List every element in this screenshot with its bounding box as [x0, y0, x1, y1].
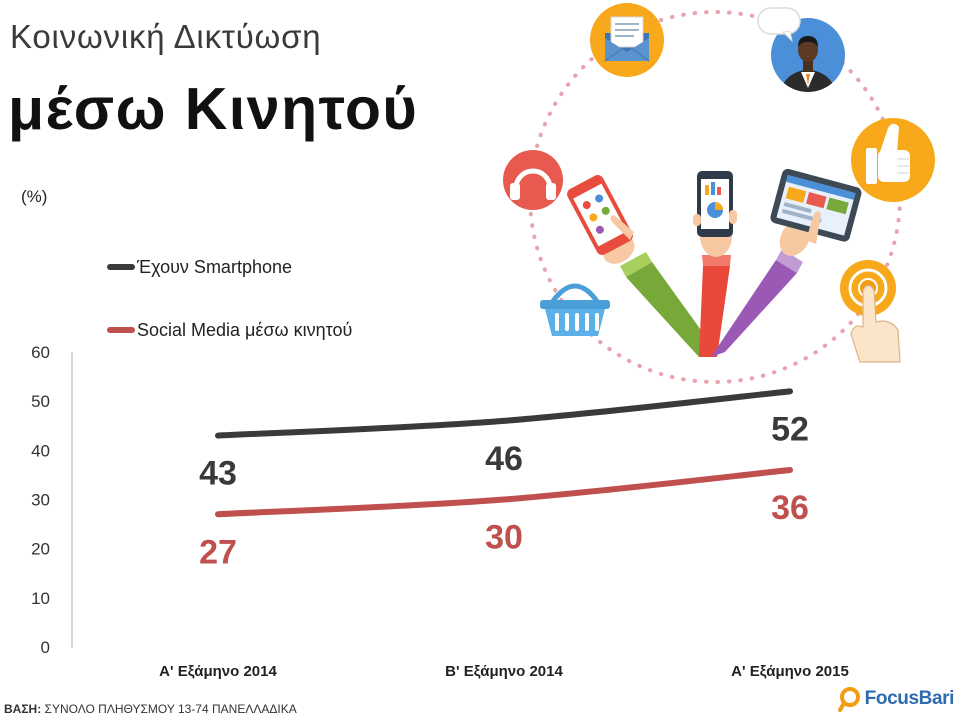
legend-label: Έχουν Smartphone: [137, 256, 292, 277]
speech-bubble-icon: [757, 7, 801, 43]
data-label: 27: [199, 533, 237, 571]
headphones-icon: [503, 150, 563, 210]
legend-swatch: [107, 264, 135, 270]
base-note-text: ΣΥΝΟΛΟ ΠΛΗΘΥΣΜΟΥ 13-74 ΠΑΝΕΛΛΑΔΙΚΑ: [44, 702, 297, 716]
smartphone-icon: [567, 175, 633, 255]
page-title-emphasis: μέσω Κινητού: [8, 76, 419, 142]
data-label: 36: [771, 489, 809, 527]
envelope-icon: [590, 3, 664, 77]
y-tick-label: 40: [31, 441, 50, 460]
base-note-label: ΒΑΣΗ:: [4, 702, 42, 716]
touch-icon: [840, 260, 901, 363]
hand-phone-left: [567, 175, 716, 357]
shopping-basket-icon: [540, 283, 610, 336]
x-category-label: Α' Εξάμηνο 2015: [731, 663, 849, 680]
legend-entry-smartphone: Έχουν Smartphone: [107, 256, 292, 278]
thumbs-up-icon: [851, 118, 935, 202]
data-label: 46: [485, 440, 523, 478]
tablet-icon: [770, 168, 862, 242]
y-tick-label: 10: [31, 589, 50, 608]
x-category-label: Β' Εξάμηνο 2014: [445, 663, 563, 680]
unit-label: (%): [21, 187, 48, 206]
legend-swatch: [107, 327, 135, 333]
series-line-2: [215, 467, 793, 518]
mobile-social-illustration: [503, 3, 935, 384]
line-chart: 0 10 20 30 40 50 60 43 46 52 27 30 36 Α' Εξάμηνο 2014…: [31, 343, 849, 680]
page-title: Κοινωνική Δικτύωση: [10, 18, 322, 55]
base-note: ΒΑΣΗ: ΣΥΝΟΛΟ ΠΛΗΘΥΣΜΟΥ 13-74 ΠΑΝΕΛΛΑΔΙΚΑ: [4, 703, 297, 715]
legend-entry-social-media: Social Media μέσω κινητού: [107, 319, 352, 341]
logo-text: FocusBari: [864, 688, 955, 709]
y-tick-label: 0: [41, 638, 50, 657]
x-category-label: Α' Εξάμηνο 2014: [159, 663, 277, 680]
hand-tablet-right: [711, 168, 862, 357]
y-tick-label: 50: [31, 392, 50, 411]
data-label: 30: [485, 519, 523, 557]
smartphone-icon: [697, 171, 733, 237]
data-label: 43: [199, 455, 237, 493]
y-tick-label: 60: [31, 343, 50, 362]
logo: FocusBari: [837, 684, 955, 714]
legend-label: Social Media μέσω κινητού: [137, 319, 353, 340]
logo-mark-icon: [837, 687, 860, 712]
y-tick-label: 20: [31, 540, 50, 559]
data-label: 52: [771, 410, 809, 448]
hand-phone-center: [693, 171, 737, 357]
series-line-1: [215, 388, 793, 439]
y-tick-label: 30: [31, 491, 50, 510]
